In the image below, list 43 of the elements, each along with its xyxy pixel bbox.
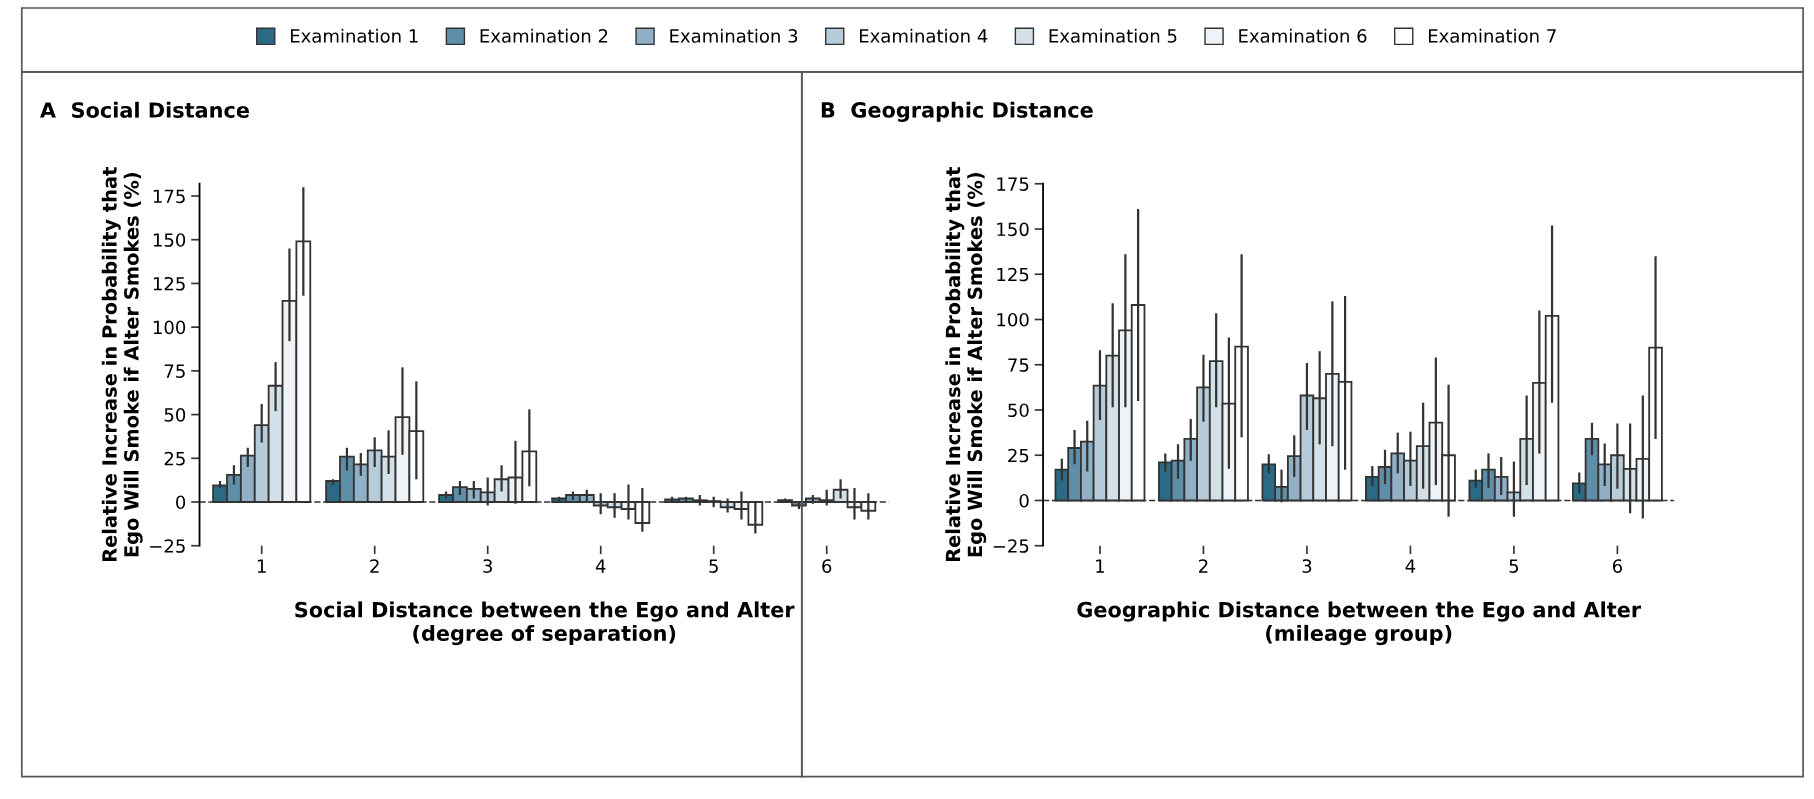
y-tick-label: 50 bbox=[1008, 403, 1029, 418]
x-tick-label: 2 bbox=[370, 559, 379, 573]
x-tick-label: 4 bbox=[1405, 559, 1416, 573]
y-tick-label: 50 bbox=[164, 408, 186, 422]
legend-label: Examination 3 bbox=[670, 28, 798, 43]
y-tick-label: 175 bbox=[997, 177, 1029, 191]
y-tick-label: −25 bbox=[150, 539, 185, 553]
x-tick-label: 3 bbox=[1302, 559, 1312, 573]
y-axis-title: Relative Increase in Probability that Ego Will Smoke if Alter Smokes (%) bbox=[945, 167, 987, 562]
y-tick-label: 25 bbox=[1008, 448, 1029, 463]
y-tick-label: 125 bbox=[997, 267, 1029, 282]
x-tick-label: 1 bbox=[257, 559, 266, 573]
y-tick-label: 125 bbox=[153, 276, 185, 291]
y-axis-title: Relative Increase in Probability that Ego Will Smoke if Alter Smokes (%) bbox=[101, 167, 143, 562]
y-tick-label: 150 bbox=[997, 222, 1029, 237]
x-tick-label: 3 bbox=[483, 559, 492, 573]
chart-title: A Social Distance bbox=[40, 101, 249, 118]
y-tick-label: 0 bbox=[176, 495, 186, 510]
legend-label: Examination 6 bbox=[1239, 28, 1367, 43]
x-tick-label: 5 bbox=[1509, 559, 1519, 573]
legend-label: Examination 4 bbox=[859, 28, 988, 43]
legend-label: Examination 5 bbox=[1049, 28, 1177, 43]
y-tick-label: −25 bbox=[993, 539, 1029, 553]
y-tick-label: 100 bbox=[997, 312, 1029, 327]
x-tick-label: 6 bbox=[1612, 559, 1623, 573]
x-tick-label: 1 bbox=[1096, 559, 1105, 573]
x-tick-label: 4 bbox=[595, 559, 606, 573]
y-tick-label: 75 bbox=[164, 364, 185, 378]
y-tick-label: 0 bbox=[1019, 493, 1029, 508]
x-tick-label: 2 bbox=[1199, 559, 1208, 573]
y-tick-label: 150 bbox=[153, 233, 186, 247]
y-tick-label: 75 bbox=[1008, 358, 1029, 372]
y-tick-label: 175 bbox=[153, 189, 185, 204]
y-tick-label: 100 bbox=[153, 320, 186, 335]
x-axis-title: Social Distance between the Ego and Alter (degree of separation) bbox=[295, 601, 795, 646]
legend-label: Examination 7 bbox=[1428, 28, 1556, 43]
y-tick-label: 25 bbox=[164, 451, 185, 466]
legend-label: Examination 2 bbox=[480, 28, 608, 43]
x-tick-label: 6 bbox=[822, 559, 832, 573]
x-tick-label: 5 bbox=[709, 559, 718, 573]
chart-title: B Geographic Distance bbox=[821, 101, 1093, 123]
legend-label: Examination 1 bbox=[290, 28, 418, 43]
x-axis-title: Geographic Distance between the Ego and Alter (mileage group) bbox=[1077, 601, 1642, 646]
